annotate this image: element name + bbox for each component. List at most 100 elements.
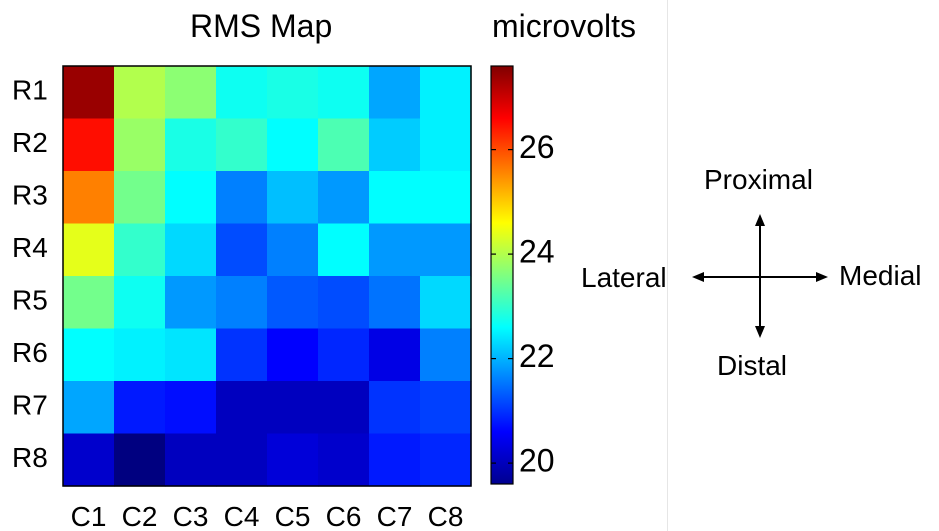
heatmap-cell-r3-c2 bbox=[114, 171, 166, 225]
heatmap-cell-r8-c3 bbox=[165, 433, 217, 487]
heatmap-cell-r6-c7 bbox=[369, 328, 421, 382]
colorbar-ticks: 20 22 24 26 bbox=[491, 129, 555, 479]
arrow-up-icon bbox=[755, 214, 765, 226]
compass-arrows bbox=[692, 214, 828, 338]
row-label: R7 bbox=[12, 390, 48, 421]
heatmap-cell-r7-c1 bbox=[63, 381, 115, 435]
panel-divider bbox=[667, 0, 668, 531]
heatmap-cell-r5-c1 bbox=[63, 276, 115, 330]
heatmap-cell-r7-c8 bbox=[420, 381, 472, 435]
heatmap-cell-r6-c5 bbox=[267, 328, 319, 382]
row-label: R4 bbox=[12, 232, 48, 263]
heatmap-cell-r5-c4 bbox=[216, 276, 268, 330]
heatmap-cell-r8-c2 bbox=[114, 433, 166, 487]
column-labels: C1 C2 C3 C4 C5 C6 C7 C8 bbox=[71, 501, 464, 531]
heatmap-cell-r1-c8 bbox=[420, 66, 472, 120]
heatmap-cell-r1-c2 bbox=[114, 66, 166, 120]
heatmap-cell-r4-c3 bbox=[165, 223, 217, 277]
heatmap-cell-r7-c6 bbox=[318, 381, 370, 435]
heatmap-cell-r7-c2 bbox=[114, 381, 166, 435]
heatmap-cell-r2-c8 bbox=[420, 118, 472, 172]
heatmap-cell-r4-c7 bbox=[369, 223, 421, 277]
column-label: C7 bbox=[377, 501, 413, 531]
compass-label-proximal: Proximal bbox=[704, 164, 813, 195]
heatmap-cell-r4-c6 bbox=[318, 223, 370, 277]
heatmap-cell-r1-c7 bbox=[369, 66, 421, 120]
column-label: C1 bbox=[71, 501, 107, 531]
heatmap-cell-r8-c1 bbox=[63, 433, 115, 487]
row-label: R5 bbox=[12, 285, 48, 316]
heatmap-cell-r5-c6 bbox=[318, 276, 370, 330]
row-label: R6 bbox=[12, 337, 48, 368]
compass-label-medial: Medial bbox=[839, 260, 922, 291]
colorbar bbox=[490, 65, 514, 485]
heatmap-cell-r5-c7 bbox=[369, 276, 421, 330]
heatmap-cell-r3-c4 bbox=[216, 171, 268, 225]
heatmap-cell-r1-c4 bbox=[216, 66, 268, 120]
row-label: R2 bbox=[12, 127, 48, 158]
heatmap-cell-r5-c5 bbox=[267, 276, 319, 330]
heatmap-cell-r8-c4 bbox=[216, 433, 268, 487]
row-label: R3 bbox=[12, 180, 48, 211]
heatmap-cell-r3-c1 bbox=[63, 171, 115, 225]
heatmap-cell-r3-c5 bbox=[267, 171, 319, 225]
compass-label-distal: Distal bbox=[717, 350, 788, 381]
heatmap-cell-r1-c1 bbox=[63, 66, 115, 120]
heatmap-cell-r2-c1 bbox=[63, 118, 115, 172]
arrow-right-icon bbox=[816, 272, 828, 282]
heatmap-cell-r2-c3 bbox=[165, 118, 217, 172]
heatmap-cell-r6-c3 bbox=[165, 328, 217, 382]
heatmap-cell-r6-c6 bbox=[318, 328, 370, 382]
arrow-down-icon bbox=[755, 326, 765, 338]
heatmap-cell-r3-c7 bbox=[369, 171, 421, 225]
heatmap-cell-r4-c1 bbox=[63, 223, 115, 277]
heatmap-cell-r4-c4 bbox=[216, 223, 268, 277]
heatmap-cell-r7-c4 bbox=[216, 381, 268, 435]
colorbar-tick-label: 24 bbox=[519, 234, 555, 270]
heatmap-cell-r1-c5 bbox=[267, 66, 319, 120]
column-label: C8 bbox=[428, 501, 464, 531]
heatmap-cell-r4-c8 bbox=[420, 223, 472, 277]
heatmap-cell-r8-c7 bbox=[369, 433, 421, 487]
heatmap-cell-r3-c8 bbox=[420, 171, 472, 225]
column-label: C2 bbox=[122, 501, 158, 531]
heatmap-cell-r2-c4 bbox=[216, 118, 268, 172]
heatmap-cell-r4-c2 bbox=[114, 223, 166, 277]
colorbar-tick-label: 22 bbox=[519, 338, 555, 374]
heatmap-cell-r2-c5 bbox=[267, 118, 319, 172]
colorbar-label: microvolts bbox=[492, 8, 637, 44]
heatmap-cell-r6-c4 bbox=[216, 328, 268, 382]
heatmap-cell-r7-c5 bbox=[267, 381, 319, 435]
heatmap-cell-r1-c6 bbox=[318, 66, 370, 120]
heatmap-cell-r5-c2 bbox=[114, 276, 166, 330]
heatmap-cells bbox=[63, 66, 472, 487]
row-label: R8 bbox=[12, 442, 48, 473]
row-label: R1 bbox=[12, 75, 48, 106]
heatmap-cell-r3-c6 bbox=[318, 171, 370, 225]
heatmap-cell-r6-c2 bbox=[114, 328, 166, 382]
heatmap-cell-r1-c3 bbox=[165, 66, 217, 120]
column-label: C4 bbox=[224, 501, 260, 531]
colorbar-tick-label: 26 bbox=[519, 129, 555, 165]
heatmap-cell-r5-c8 bbox=[420, 276, 472, 330]
heatmap-cell-r2-c2 bbox=[114, 118, 166, 172]
heatmap-cell-r7-c7 bbox=[369, 381, 421, 435]
heatmap-cell-r5-c3 bbox=[165, 276, 217, 330]
colorbar-tick-label: 20 bbox=[519, 443, 555, 479]
heatmap-cell-r2-c6 bbox=[318, 118, 370, 172]
heatmap-frame bbox=[62, 65, 472, 487]
heatmap-cell-r2-c7 bbox=[369, 118, 421, 172]
heatmap-cell-r6-c1 bbox=[63, 328, 115, 382]
column-label: C6 bbox=[326, 501, 362, 531]
column-label: C5 bbox=[275, 501, 311, 531]
arrow-left-icon bbox=[692, 272, 704, 282]
heatmap-cell-r3-c3 bbox=[165, 171, 217, 225]
heatmap-cell-r8-c6 bbox=[318, 433, 370, 487]
heatmap-cell-r8-c8 bbox=[420, 433, 472, 487]
heatmap-cell-r8-c5 bbox=[267, 433, 319, 487]
column-label: C3 bbox=[173, 501, 209, 531]
chart-title: RMS Map bbox=[190, 8, 333, 44]
heatmap-cell-r7-c3 bbox=[165, 381, 217, 435]
heatmap-cell-r6-c8 bbox=[420, 328, 472, 382]
